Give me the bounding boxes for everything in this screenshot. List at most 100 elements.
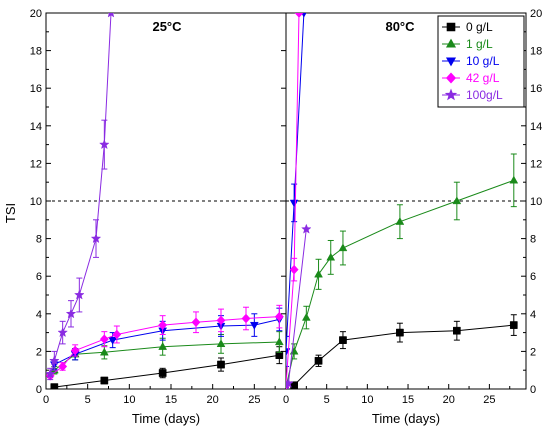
series-line	[49, 316, 280, 377]
y-tick-label-right: 16	[530, 83, 542, 95]
series-42-g-l	[286, 13, 304, 389]
series-line	[49, 13, 112, 375]
data-point	[65, 308, 77, 319]
series-0-g-l	[290, 314, 518, 389]
y-tick-label: 10	[30, 196, 42, 208]
legend-label: 1 g/L	[466, 37, 493, 51]
data-point	[249, 321, 259, 330]
x-tick-label: 25	[483, 394, 495, 406]
data-point	[301, 223, 312, 234]
y-tick-label: 4	[36, 309, 42, 321]
x-tick-label: 0	[43, 394, 49, 406]
series-1-g-l	[286, 153, 519, 389]
x-axis-title-left: Time (days)	[132, 411, 200, 426]
data-point	[314, 356, 323, 365]
panel-title: 25°C	[152, 19, 182, 34]
legend-item-100g-l: 100g/L	[442, 88, 503, 102]
y-tick-label: 12	[30, 158, 42, 170]
series-line	[286, 229, 307, 386]
y-axis-title: TSI	[3, 203, 18, 223]
y-tick-label-right: 20	[530, 8, 542, 20]
y-axis-right: 0 2 4 6 8 10 12 14 16 18 20	[521, 8, 542, 396]
series-line	[293, 324, 514, 386]
series-1-g-l	[49, 331, 284, 375]
y-tick-label-right: 14	[530, 121, 542, 133]
y-tick-label: 20	[30, 8, 42, 20]
legend-item-42-g-l: 42 g/L	[442, 71, 500, 85]
data-point	[74, 289, 85, 300]
data-point	[216, 339, 226, 348]
data-point	[509, 175, 519, 184]
legend-label: 42 g/L	[466, 71, 500, 85]
data-point	[338, 243, 348, 252]
data-point	[294, 13, 304, 18]
data-point	[58, 361, 68, 372]
series-100g-l	[286, 223, 312, 389]
data-point	[107, 13, 115, 18]
data-point	[274, 311, 284, 322]
series-line	[54, 354, 280, 388]
x-tick-label: 25	[248, 394, 260, 406]
y-tick-label-right: 0	[530, 384, 536, 396]
data-point	[395, 217, 405, 225]
data-point	[158, 320, 168, 330]
data-point	[90, 233, 102, 244]
series-line	[286, 13, 305, 352]
data-point	[99, 139, 110, 150]
legend-marker	[445, 72, 457, 84]
y-tick-label-right: 18	[530, 46, 542, 58]
data-point	[216, 315, 226, 326]
y-tick-label: 14	[30, 121, 42, 133]
data-point	[112, 329, 122, 340]
legend-marker	[445, 57, 457, 67]
panel-title: 80°C	[385, 19, 415, 34]
data-point	[301, 312, 311, 321]
y-tick-label: 18	[30, 46, 42, 58]
data-point	[289, 346, 299, 355]
data-point	[452, 326, 461, 335]
y-tick-label-right: 6	[530, 271, 536, 283]
data-point	[396, 328, 404, 337]
x-tick-label: 0	[283, 394, 289, 406]
data-point	[108, 336, 118, 345]
data-point	[100, 376, 109, 385]
x-tick-label: 10	[361, 394, 373, 406]
series-0-g-l	[50, 346, 284, 389]
data-point	[46, 368, 56, 379]
x-tick-label: 10	[123, 394, 135, 406]
series-layer	[286, 13, 519, 389]
data-point	[314, 269, 323, 278]
data-point	[509, 321, 518, 329]
series-layer	[46, 13, 284, 389]
data-point	[275, 351, 284, 360]
legend-item-1-g-l: 1 g/L	[442, 37, 493, 51]
legend-marker	[444, 88, 458, 101]
series-line	[286, 13, 300, 386]
y-tick-label-right: 2	[530, 346, 536, 358]
left-panel-25c: 0 5 10 15 20 25 25°C	[43, 12, 287, 406]
y-tick-label: 6	[36, 271, 42, 283]
legend-label: 10 g/L	[466, 54, 500, 68]
x-tick-label: 5	[85, 394, 91, 406]
data-point	[57, 327, 68, 338]
data-point	[452, 196, 462, 205]
data-point	[99, 347, 109, 356]
data-point	[286, 377, 294, 388]
y-tick-label: 16	[30, 83, 42, 95]
x-tick-label: 20	[207, 394, 219, 406]
y-tick-label-right: 12	[530, 158, 542, 170]
series-100g-l	[46, 13, 115, 381]
y-tick-label-right: 8	[530, 234, 536, 246]
legend-item-0-g-l: 0 g/L	[442, 20, 493, 34]
data-point	[70, 345, 80, 356]
y-tick-label: 8	[36, 234, 42, 246]
data-point	[326, 252, 336, 261]
legend: 0 g/L 1 g/L 10 g/L 42 g/L 100g/L	[437, 15, 525, 108]
legend-marker	[445, 38, 457, 48]
y-tick-label: 2	[36, 346, 42, 358]
series-42-g-l	[46, 304, 284, 381]
data-point	[191, 317, 201, 328]
data-point	[274, 337, 284, 346]
x-axis-title-right: Time (days)	[372, 411, 440, 426]
